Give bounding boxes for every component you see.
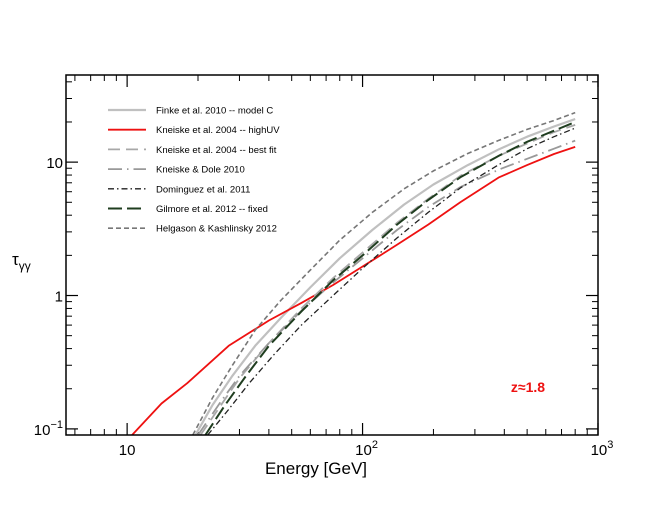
tick-labels: 10 102 103 10−1 1 10 xyxy=(34,155,614,459)
x-axis-title: Energy [GeV] xyxy=(265,459,367,478)
y-axis-title: τγγ xyxy=(12,250,31,273)
x-tick-label: 102 xyxy=(355,439,378,459)
series-line-1 xyxy=(194,118,576,435)
minor-ticks xyxy=(66,75,598,435)
legend-label-1: Finke et al. 2010 -- model C xyxy=(156,106,273,117)
y-tick-label: 1 xyxy=(55,289,63,306)
plot-frame xyxy=(65,74,599,436)
series-line-4 xyxy=(197,139,576,435)
series-line-5 xyxy=(207,127,576,435)
series-line-6 xyxy=(204,121,576,435)
legend-label-2: Kneiske et al. 2004 -- highUV xyxy=(156,125,280,136)
series-layer xyxy=(131,111,576,435)
y-tick-label: 10−1 xyxy=(34,419,63,439)
legend-label-7: Helgason & Kashlinsky 2012 xyxy=(156,224,277,235)
legend-label-4: Kneiske & Dole 2010 xyxy=(156,165,245,176)
redshift-annotation: z≈1.8 xyxy=(511,379,545,395)
x-tick-label: 103 xyxy=(591,439,614,459)
legend-label-6: Gilmore et al. 2012 -- fixed xyxy=(156,204,268,215)
y-tick-label: 10 xyxy=(46,155,63,172)
series-line-2 xyxy=(131,146,576,435)
series-line-3 xyxy=(199,124,576,435)
x-tick-label: 10 xyxy=(119,442,136,459)
legend: Finke et al. 2010 -- model C Kneiske et a… xyxy=(108,106,280,235)
legend-label-3: Kneiske et al. 2004 -- best fit xyxy=(156,145,277,156)
legend-label-5: Dominguez et al. 2011 xyxy=(156,184,250,195)
series-line-7 xyxy=(192,111,576,435)
